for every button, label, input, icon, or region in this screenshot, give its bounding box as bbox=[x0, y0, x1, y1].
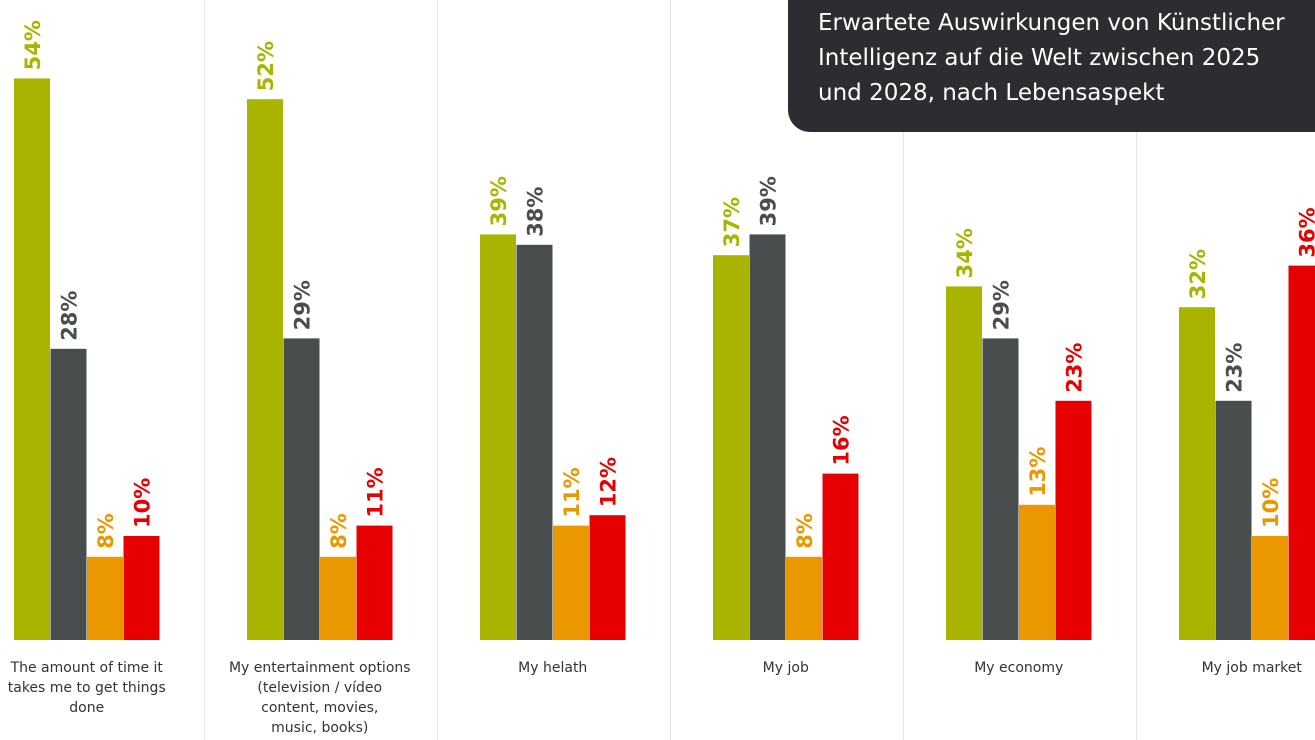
data-label: 23% bbox=[1223, 343, 1247, 393]
data-label: 36% bbox=[1296, 207, 1315, 257]
data-label: 13% bbox=[1026, 447, 1050, 497]
data-label: 8% bbox=[94, 513, 118, 549]
bar bbox=[517, 245, 553, 640]
data-label: 37% bbox=[720, 197, 744, 247]
data-label: 11% bbox=[364, 467, 388, 517]
bar bbox=[713, 255, 749, 640]
data-label: 32% bbox=[1186, 249, 1210, 299]
bar bbox=[357, 526, 393, 640]
bar bbox=[983, 338, 1019, 640]
data-label: 10% bbox=[1259, 478, 1283, 528]
data-label: 39% bbox=[487, 176, 511, 226]
category-label: content, movies, bbox=[261, 700, 378, 716]
data-label: 10% bbox=[131, 478, 155, 528]
bar bbox=[247, 99, 283, 640]
category-label: The amount of time it bbox=[10, 660, 164, 676]
bar bbox=[1289, 266, 1315, 640]
category-label: done bbox=[69, 700, 104, 716]
data-label: 28% bbox=[58, 291, 82, 341]
data-label: 54% bbox=[21, 20, 45, 70]
bar bbox=[284, 338, 320, 640]
data-label: 11% bbox=[560, 467, 584, 517]
category-label: My job market bbox=[1202, 660, 1303, 676]
chart-title-line: Intelligenz auf die Welt zwischen 2025 bbox=[818, 41, 1315, 76]
bar bbox=[480, 234, 516, 640]
data-label: 52% bbox=[254, 41, 278, 91]
category-label: My helath bbox=[518, 660, 587, 676]
bar bbox=[590, 515, 626, 640]
category-label: takes me to get things bbox=[8, 680, 166, 696]
bar bbox=[1179, 307, 1215, 640]
bar bbox=[87, 557, 123, 640]
chart-title-line: und 2028, nach Lebensaspekt bbox=[818, 76, 1315, 111]
bar bbox=[1252, 536, 1288, 640]
data-label: 23% bbox=[1063, 343, 1087, 393]
bar bbox=[1056, 401, 1092, 640]
bar bbox=[1216, 401, 1252, 640]
category-label: (television / vídeo bbox=[257, 680, 382, 696]
data-label: 34% bbox=[953, 228, 977, 278]
category-label: My entertainment options bbox=[229, 660, 411, 676]
data-label: 39% bbox=[757, 176, 781, 226]
bar bbox=[823, 474, 859, 640]
bar bbox=[750, 234, 786, 640]
bar bbox=[946, 286, 982, 640]
data-label: 38% bbox=[524, 187, 548, 237]
bar bbox=[1019, 505, 1055, 640]
data-label: 16% bbox=[830, 415, 854, 465]
bar bbox=[14, 78, 50, 640]
bar bbox=[320, 557, 356, 640]
chart-title-line: Erwartete Auswirkungen von Künstlicher bbox=[818, 6, 1315, 41]
data-label: 29% bbox=[291, 280, 315, 330]
category-label: My job bbox=[763, 660, 809, 676]
data-label: 8% bbox=[793, 513, 817, 549]
bar bbox=[124, 536, 160, 640]
data-label: 8% bbox=[327, 513, 351, 549]
bar bbox=[51, 349, 87, 640]
chart-title: Erwartete Auswirkungen von Künstlicher I… bbox=[788, 0, 1315, 132]
bar bbox=[553, 526, 589, 640]
data-label: 12% bbox=[597, 457, 621, 507]
category-label: My economy bbox=[974, 660, 1063, 676]
category-label: music, books) bbox=[271, 720, 368, 736]
bar bbox=[786, 557, 822, 640]
data-label: 29% bbox=[990, 280, 1014, 330]
